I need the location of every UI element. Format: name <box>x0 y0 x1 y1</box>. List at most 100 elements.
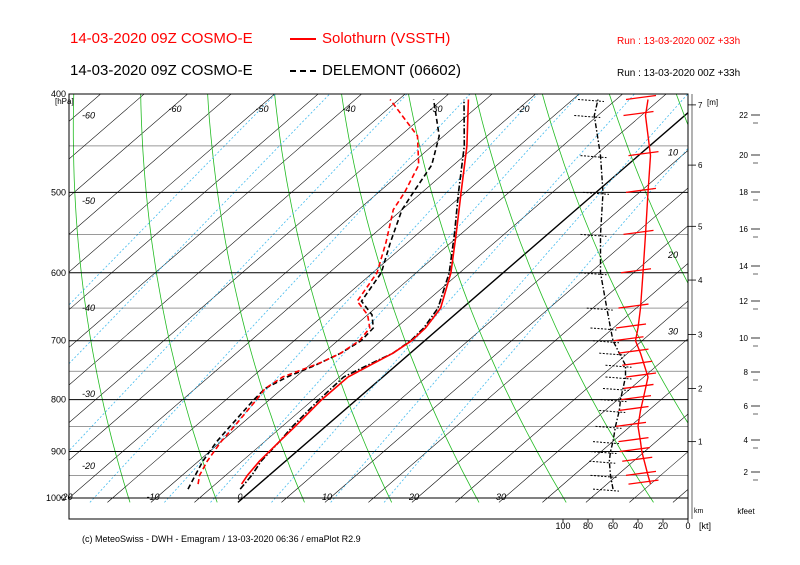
solothurn-wind-arrow <box>625 470 657 477</box>
kfeet-axis-label: kfeet <box>737 507 755 516</box>
pressure-axis-label: [hPa] <box>55 97 74 106</box>
isotherm-top-label: -30 <box>430 104 443 114</box>
legend-delemont-line-icon <box>290 70 316 73</box>
delemont-wind-arrow <box>605 364 632 368</box>
kfeet-tick-label: 4 <box>744 436 749 445</box>
dry-adiabat-line <box>72 94 131 503</box>
pressure-tick-label: 1000 <box>46 493 66 503</box>
delemont-wind-arrow <box>582 191 610 195</box>
solothurn-wind-arrow <box>623 383 654 390</box>
isotherm-line <box>0 83 70 503</box>
height-m-tick-label: 7 <box>698 101 703 110</box>
delemont-wind-arrow <box>590 474 617 478</box>
dry-adiabat-line <box>541 94 688 424</box>
dry-adiabat-line <box>608 94 688 285</box>
plot-frame <box>68 93 689 520</box>
delemont-wind-arrow <box>574 115 601 119</box>
solothurn-dewpoint-line <box>197 99 420 485</box>
isotherm-top-label: -60 <box>169 104 182 114</box>
delemont-wind-arrow <box>589 460 616 464</box>
delemont-wind-arrow <box>592 441 620 445</box>
temperature-tick-label: 10 <box>322 492 332 502</box>
delemont-wind-arrow <box>600 399 627 403</box>
temperature-tick-label: 20 <box>408 492 419 502</box>
isotherm-left-label: -20 <box>82 461 95 471</box>
kfeet-tick-label: 8 <box>744 368 749 377</box>
dry-adiabat-line <box>474 94 654 503</box>
theta-label: 30 <box>668 326 678 336</box>
kfeet-tick-label: 14 <box>739 262 748 271</box>
header-title-solothurn: 14-03-2020 09Z COSMO-E <box>70 30 253 47</box>
delemont-wind-arrow <box>590 327 617 331</box>
dry-adiabat-line <box>274 94 393 503</box>
delemont-wind-arrow <box>602 387 630 391</box>
mixing-ratio-line <box>89 94 471 503</box>
isotherm-line <box>324 187 688 503</box>
isotherm-line <box>585 413 688 503</box>
pressure-tick-label: 600 <box>51 268 66 278</box>
delemont-wind-arrow <box>605 376 632 380</box>
delemont-wind-arrow <box>580 155 607 159</box>
solothurn-wind-arrow <box>625 94 657 101</box>
isotherm-top-label: -20 <box>517 104 530 114</box>
temperature-tick-label: 0 <box>237 492 242 502</box>
header-title-delemont: 14-03-2020 09Z COSMO-E <box>70 62 253 79</box>
isotherm-line <box>69 94 363 348</box>
delemont-dewpoint-line <box>187 99 441 490</box>
legend-delemont-label: DELEMONT (06602) <box>322 62 461 79</box>
kfeet-tick-label: 10 <box>739 334 748 343</box>
temperature-tick-label: -20 <box>59 492 72 502</box>
kfeet-tick-label: 6 <box>744 402 749 411</box>
solothurn-wind-arrow <box>628 150 659 157</box>
solothurn-wind-arrow <box>623 229 654 236</box>
temperature-tick-label: -10 <box>146 492 159 502</box>
delemont-wind-arrow <box>580 233 607 237</box>
isotherm-line <box>0 83 27 503</box>
solothurn-wind-arrow <box>625 372 657 378</box>
footer-credit: (c) MeteoSwiss - DWH - Emagram / 13-03-2… <box>82 534 361 544</box>
isotherm-line <box>237 111 688 503</box>
mixing-ratio-line <box>69 94 408 452</box>
mixing-ratio-line <box>330 94 688 503</box>
mixing-ratio-line <box>69 94 277 306</box>
height-km-label: km <box>694 508 704 515</box>
solothurn-wind-arrow <box>615 421 647 427</box>
legend-delemont: DELEMONT (06602) <box>290 62 461 79</box>
solothurn-wind-arrow <box>619 446 650 453</box>
mixing-ratio-line <box>164 94 539 503</box>
isotherm-line <box>455 300 688 503</box>
kfeet-tick-label: 22 <box>739 111 748 120</box>
kfeet-tick-label: 12 <box>739 297 748 306</box>
isotherm-line <box>69 94 232 235</box>
isotherm-line <box>69 94 145 160</box>
wind-tick-label: 20 <box>658 521 668 531</box>
height-m-tick-label: 4 <box>698 276 703 285</box>
isotherm-line <box>150 94 624 503</box>
solothurn-wind-arrow <box>618 348 649 354</box>
delemont-wind-arrow <box>595 425 622 429</box>
wind-tick-label: 60 <box>608 521 618 531</box>
solothurn-wind-arrow <box>618 436 649 443</box>
mixing-ratio-line <box>383 147 688 503</box>
legend-solothurn-label: Solothurn (VSSTH) <box>322 30 451 47</box>
delemont-wind-arrow <box>577 98 605 102</box>
delemont-wind-arrow <box>580 272 607 276</box>
isotherm-line <box>107 94 580 503</box>
isotherm-line <box>69 94 450 424</box>
pressure-tick-label: 500 <box>51 187 66 197</box>
isotherm-line <box>69 94 537 499</box>
temperature-tick-label: 30 <box>496 492 506 502</box>
wind-profiles <box>574 94 659 492</box>
solothurn-wind-arrow <box>625 187 657 194</box>
delemont-wind-arrow <box>599 410 626 413</box>
dry-adiabat-line <box>140 94 218 503</box>
wind-tick-label: 100 <box>555 521 570 531</box>
solothurn-wind-arrow <box>618 405 649 412</box>
kfeet-tick-label: 20 <box>739 151 748 160</box>
delemont-wind-arrow <box>592 340 620 344</box>
axis-labels: 4005006007008009001000[hPa]-30-20-100102… <box>46 89 760 531</box>
wind-tick-label: 40 <box>633 521 643 531</box>
dry-adiabat-line <box>675 94 688 127</box>
delemont-wind-arrow <box>590 451 617 455</box>
isotherm-line <box>69 94 189 198</box>
